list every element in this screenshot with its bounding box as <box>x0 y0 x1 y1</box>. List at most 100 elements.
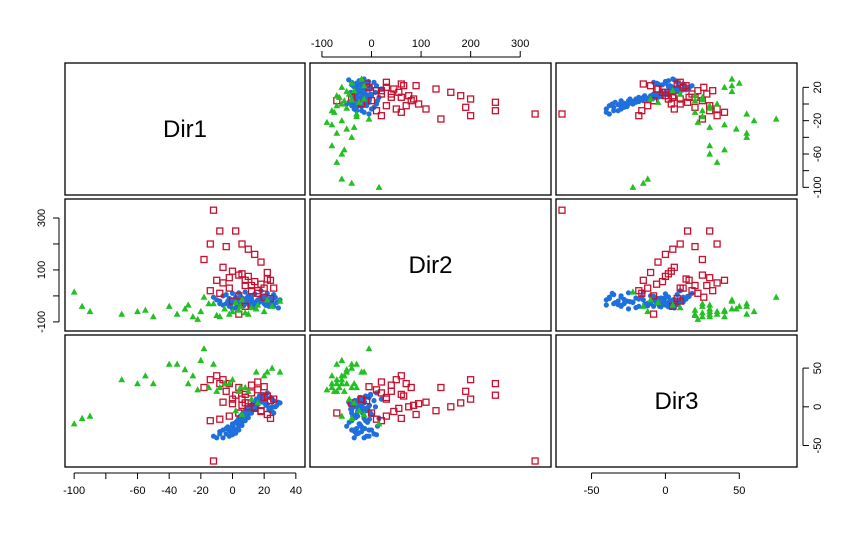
point-s2-35-r2c1 <box>247 281 256 290</box>
point-s2-20-r1c3 <box>694 87 702 95</box>
bottom-dir1-tick-label-3: -40 <box>161 485 177 497</box>
point-s1-38-r1c2 <box>361 109 367 115</box>
point-s2-9-r2c1 <box>251 250 259 259</box>
point-s3-3-r2c1 <box>86 307 94 315</box>
point-s2-34-r1c3 <box>685 93 693 101</box>
point-s2-23-r1c2 <box>422 105 430 113</box>
point-s2-3-r2c3 <box>713 240 721 248</box>
point-s3-31-r3c1 <box>263 368 271 375</box>
point-s2-29-r2c1 <box>263 275 271 283</box>
point-s2-6-r2c3 <box>683 227 692 235</box>
point-s3-29-r1c2 <box>345 90 353 97</box>
point-s2-7-r1c2 <box>466 95 475 103</box>
point-s2-5-r2c1 <box>222 242 230 251</box>
point-s2-5-r3c1 <box>222 387 230 395</box>
point-s3-17-r3c2 <box>348 383 356 391</box>
point-s2-31-r3c1 <box>216 415 224 423</box>
point-s3-27-r2c3 <box>691 306 699 313</box>
point-s2-9-r3c2 <box>447 403 455 411</box>
point-s2-6-r1c2 <box>491 98 500 106</box>
bottom-dir3-tick-label-0: -50 <box>584 485 600 497</box>
point-s3-9-r2c1 <box>173 310 181 317</box>
point-s3-4-r3c1 <box>118 376 126 383</box>
point-s1-70-r1c2 <box>354 80 360 86</box>
right-dir1-tick-label-3: 20 <box>812 81 824 93</box>
point-s1-73-r3c2 <box>353 415 359 421</box>
point-s2-35-r1c3 <box>703 90 711 98</box>
point-s1-24-r2c3 <box>609 290 615 296</box>
right-dir1-tick-label-2: -20 <box>812 113 824 129</box>
point-s2-5-r2c3 <box>691 242 699 251</box>
right-dir3-tick-label-2: 50 <box>812 362 824 374</box>
point-s1-75-r3c2 <box>348 406 354 412</box>
point-s2-32-r3c2 <box>382 412 391 420</box>
point-s3-34-r2c3 <box>654 298 662 305</box>
point-s1-74-r1c2 <box>367 91 374 97</box>
point-s3-7-r1c2 <box>328 142 336 149</box>
point-s2-10-r2c3 <box>654 258 662 266</box>
point-s2-2-r2c3 <box>698 255 707 264</box>
point-s2-4-r2c3 <box>706 227 714 235</box>
point-s3-30-r3c2 <box>350 399 358 406</box>
point-s2-33-r2c1 <box>235 292 243 300</box>
point-s2-2-r3c2 <box>437 383 445 392</box>
point-s2-12-r2c3 <box>639 276 647 284</box>
point-s2-38-r2c3 <box>649 310 658 318</box>
point-s3-28-r1c2 <box>335 93 343 100</box>
point-s2-15-r2c1 <box>219 279 227 287</box>
point-s2-31-r1c2 <box>372 107 381 115</box>
point-s3-20-r3c2 <box>338 372 346 379</box>
point-s2-31-r3c2 <box>372 415 381 423</box>
point-s3-12-r2c3 <box>750 307 758 315</box>
point-s3-3-r2c3 <box>644 307 652 315</box>
point-s2-14-r2c3 <box>720 276 729 284</box>
bottom-dir1-tick-label-7: 40 <box>290 485 302 497</box>
point-s2-33-r3c2 <box>367 409 376 417</box>
point-s3-29-r2c1 <box>248 304 255 311</box>
point-s2-3-r1c3 <box>713 112 721 120</box>
point-s3-3-r1c2 <box>338 175 346 182</box>
point-s3-34-r1c3 <box>654 98 662 105</box>
point-s3-30-r1c2 <box>350 87 358 94</box>
point-s3-30-r2c1 <box>254 301 262 308</box>
left-dir2-tick-label-0: -100 <box>36 311 48 333</box>
point-s3-20-r1c3 <box>721 83 728 90</box>
point-s3-23-r2c3 <box>772 293 780 300</box>
point-s3-15-r3c2 <box>343 380 351 387</box>
point-s1-79-r2c3 <box>618 302 624 308</box>
point-s3-31-r2c3 <box>728 296 736 303</box>
point-s2-30-r3c1 <box>206 417 214 425</box>
point-s2-32-r2c1 <box>225 284 233 292</box>
point-s1-57-r1c2 <box>352 102 358 108</box>
point-s1-74-r1c3 <box>651 91 657 97</box>
point-s2-8-r3c2 <box>457 399 465 407</box>
point-s2-5-r1c2 <box>462 103 470 111</box>
point-s2-8-r1c2 <box>457 92 465 100</box>
point-s2-3-r2c1 <box>206 240 214 248</box>
point-s2-30-r2c1 <box>206 287 214 295</box>
point-s3-14-r1c3 <box>691 108 699 115</box>
point-s1-60-r3c2 <box>366 416 373 422</box>
point-s3-35-r3c1 <box>238 410 246 418</box>
top-dir2-tick-label-3: 200 <box>461 38 479 50</box>
point-s2-13-r2c1 <box>270 284 278 292</box>
point-s2-36-r2c1 <box>254 287 262 295</box>
top-dir2-tick-label-2: 100 <box>412 38 430 50</box>
bottom-dir3-tick-label-2: 50 <box>733 485 745 497</box>
point-s1-24-r2c1 <box>229 290 236 296</box>
point-s3-33-r3c2 <box>350 380 358 387</box>
point-s2-32-r3c1 <box>225 412 233 420</box>
point-s1-2-r2c3 <box>603 302 609 308</box>
point-s3-13-r1c3 <box>699 112 706 120</box>
point-s3-1-r2c3 <box>629 288 637 295</box>
point-s1-68-r1c3 <box>665 83 672 90</box>
point-s3-16-r1c3 <box>713 100 721 107</box>
point-s1-37-r2c3 <box>674 292 680 298</box>
point-s3-29-r3c2 <box>345 395 353 402</box>
point-s2-4-r1c2 <box>491 107 500 115</box>
point-s1-75-r2c3 <box>658 304 664 310</box>
point-s3-20-r2c1 <box>260 307 268 315</box>
point-s2-21-r2c3 <box>679 284 687 292</box>
point-s3-35-r2c3 <box>647 296 654 303</box>
point-s2-34-r2c1 <box>241 276 249 284</box>
